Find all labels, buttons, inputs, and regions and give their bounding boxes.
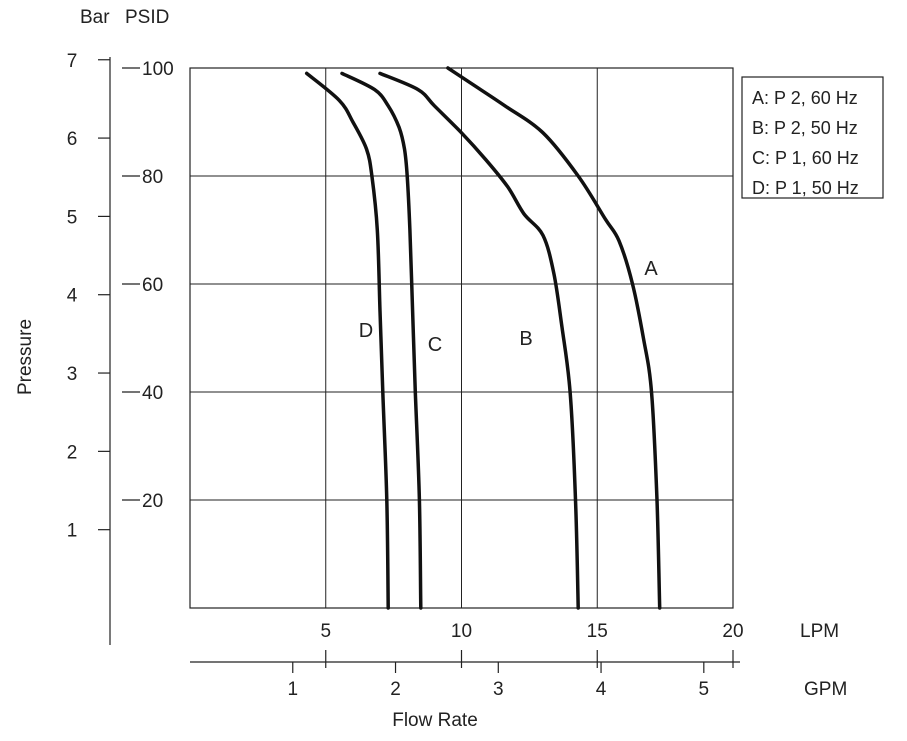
legend-box bbox=[741, 76, 884, 199]
legend-entry-b: B: P 2, 50 Hz bbox=[752, 118, 858, 138]
gpm-tick-label: 2 bbox=[390, 679, 401, 700]
gpm-tick-label: 3 bbox=[493, 679, 504, 700]
y-axis-psid-unit: PSID bbox=[125, 7, 169, 28]
bar-tick-label: 6 bbox=[67, 129, 78, 150]
bar-tick-label: 1 bbox=[67, 521, 78, 542]
legend-entry-a: A: P 2, 60 Hz bbox=[752, 88, 858, 108]
y-axis-title: Pressure bbox=[15, 319, 36, 395]
x-axis-gpm-unit: GPM bbox=[804, 679, 847, 700]
psid-tick-label: 100 bbox=[142, 59, 174, 80]
curve-label-b: B bbox=[519, 328, 532, 350]
curve-label-d: D bbox=[359, 320, 373, 342]
psid-tick-label: 60 bbox=[142, 275, 163, 296]
curve-label-c: C bbox=[428, 334, 442, 356]
x-axis-title: Flow Rate bbox=[392, 710, 478, 731]
y-axis-bar-unit: Bar bbox=[80, 7, 110, 28]
legend-entry-c: C: P 1, 60 Hz bbox=[752, 148, 859, 168]
lpm-tick-label: 20 bbox=[722, 621, 743, 642]
curve-label-a: A bbox=[644, 258, 658, 280]
series-line-b bbox=[378, 71, 580, 610]
legend: A: P 2, 60 Hz B: P 2, 50 Hz C: P 1, 60 H… bbox=[741, 76, 884, 199]
lpm-tick-label: 5 bbox=[320, 621, 331, 642]
psid-tick-label: 20 bbox=[142, 491, 163, 512]
psid-tick-label: 80 bbox=[142, 167, 163, 188]
gpm-tick-label: 4 bbox=[596, 679, 607, 700]
bar-tick-label: 7 bbox=[67, 51, 78, 72]
bar-tick-label: 5 bbox=[67, 207, 78, 228]
psid-tick-label: 40 bbox=[142, 383, 163, 404]
x-axis-lpm-unit: LPM bbox=[800, 621, 839, 642]
series-line-d bbox=[304, 71, 390, 610]
gpm-tick-label: 5 bbox=[699, 679, 710, 700]
bar-tick-label: 3 bbox=[67, 364, 78, 385]
lpm-tick-label: 15 bbox=[587, 621, 608, 642]
series-line-a bbox=[446, 66, 662, 610]
chart-marks: 20 40 60 80 100 1 2 3 4 5 6 7 5 10 15 20 1 2 3 4 5 bbox=[67, 51, 744, 700]
lpm-tick-label: 10 bbox=[451, 621, 472, 642]
bar-tick-label: 2 bbox=[67, 442, 78, 463]
legend-entry-d: D: P 1, 50 Hz bbox=[752, 178, 859, 198]
gpm-tick-label: 1 bbox=[287, 679, 298, 700]
series-line-c bbox=[340, 71, 423, 610]
bar-tick-label: 4 bbox=[67, 286, 78, 307]
